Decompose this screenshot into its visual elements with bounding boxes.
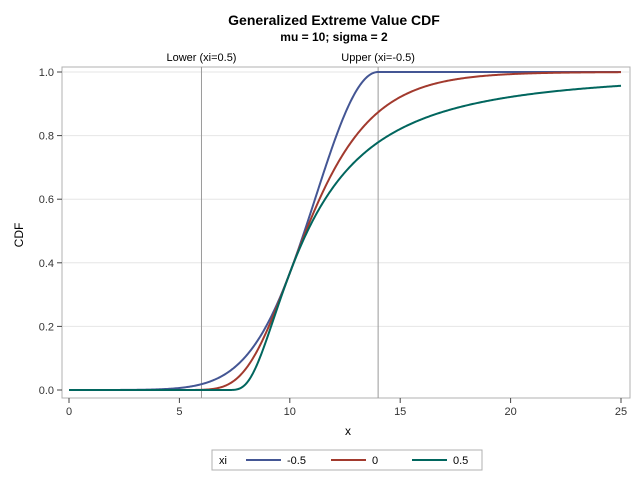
reference-lines: Lower (xi=0.5) Upper (xi=-0.5): [166, 52, 415, 398]
y-tick-label: 0.4: [39, 258, 54, 270]
reference-line-label: Upper (xi=-0.5): [341, 52, 415, 64]
x-axis-label: x: [345, 424, 351, 438]
chart-title: Generalized Extreme Value CDF: [228, 12, 440, 28]
plot-area-frame: [61, 66, 631, 399]
series-line-xi-0.5: [69, 84, 622, 391]
y-axis: 0.0 0.2 0.4 0.6 0.8 1.0: [39, 67, 62, 397]
x-tick-label: 10: [284, 406, 296, 418]
y-axis-label: CDF: [12, 223, 26, 248]
y-tick-label: 0.8: [39, 131, 54, 143]
legend-title: xi: [219, 455, 227, 467]
y-tick-label: 0.2: [39, 321, 54, 333]
x-tick-label: 20: [504, 406, 516, 418]
y-tick-label: 0.0: [39, 385, 54, 397]
x-axis: 0 5 10 15 20 25: [66, 398, 627, 418]
x-tick-label: 15: [394, 406, 406, 418]
reference-line-label: Lower (xi=0.5): [166, 52, 236, 64]
x-tick-label: 5: [176, 406, 182, 418]
y-tick-label: 0.6: [39, 194, 54, 206]
chart-subtitle: mu = 10; sigma = 2: [280, 30, 388, 44]
x-tick-label: 0: [66, 406, 72, 418]
legend-entry-label: -0.5: [287, 455, 306, 467]
legend: xi -0.5 0 0.5: [211, 449, 483, 471]
series-line-xi--0.5: [69, 71, 621, 391]
series-lines: [69, 71, 622, 391]
legend-entry-label: 0.5: [453, 455, 468, 467]
gridlines: [63, 71, 629, 327]
legend-entry-label: 0: [372, 455, 378, 467]
series-line-xi-0: [69, 71, 621, 391]
y-tick-label: 1.0: [39, 67, 54, 79]
x-tick-label: 25: [615, 406, 627, 418]
